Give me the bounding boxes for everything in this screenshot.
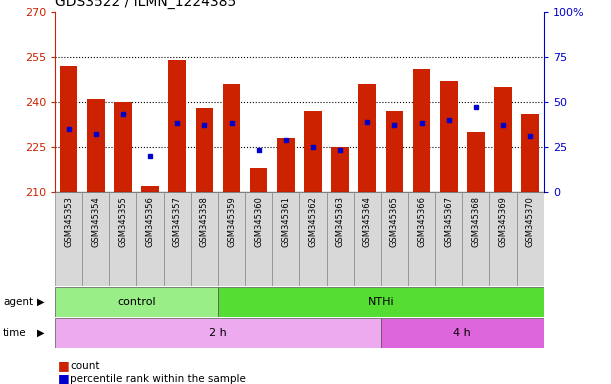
Text: ▶: ▶ <box>37 297 44 307</box>
Text: GSM345365: GSM345365 <box>390 196 399 247</box>
Bar <box>381 192 408 286</box>
Bar <box>245 192 273 286</box>
Text: GSM345368: GSM345368 <box>472 196 480 247</box>
Bar <box>114 102 132 192</box>
Text: GSM345369: GSM345369 <box>499 196 508 247</box>
Bar <box>440 81 458 192</box>
Bar <box>109 192 136 286</box>
Text: agent: agent <box>3 297 33 307</box>
Bar <box>494 87 512 192</box>
Bar <box>331 147 349 192</box>
Text: GSM345361: GSM345361 <box>281 196 290 247</box>
Text: ▶: ▶ <box>37 328 44 338</box>
Text: control: control <box>117 297 156 307</box>
Text: GSM345357: GSM345357 <box>173 196 181 247</box>
Text: GSM345362: GSM345362 <box>309 196 318 247</box>
Bar <box>408 192 435 286</box>
Bar <box>413 69 430 192</box>
Text: percentile rank within the sample: percentile rank within the sample <box>70 374 246 384</box>
Bar <box>55 287 218 317</box>
Bar <box>354 192 381 286</box>
Text: GSM345367: GSM345367 <box>444 196 453 247</box>
Bar <box>381 318 544 348</box>
Text: ■: ■ <box>58 359 70 372</box>
Bar <box>463 192 489 286</box>
Text: NTHi: NTHi <box>368 297 394 307</box>
Bar <box>218 287 544 317</box>
Text: GSM345353: GSM345353 <box>64 196 73 247</box>
Bar <box>136 192 164 286</box>
Bar <box>277 138 295 192</box>
Bar <box>435 192 463 286</box>
Text: time: time <box>3 328 27 338</box>
Bar <box>191 192 218 286</box>
Bar <box>304 111 322 192</box>
Text: GDS3522 / ILMN_1224385: GDS3522 / ILMN_1224385 <box>55 0 236 9</box>
Bar <box>141 186 159 192</box>
Bar <box>273 192 299 286</box>
Text: GSM345358: GSM345358 <box>200 196 209 247</box>
Text: GSM345356: GSM345356 <box>145 196 155 247</box>
Text: 4 h: 4 h <box>453 328 471 338</box>
Bar <box>517 192 544 286</box>
Bar <box>222 84 240 192</box>
Bar <box>386 111 403 192</box>
Text: GSM345355: GSM345355 <box>119 196 127 247</box>
Text: GSM345354: GSM345354 <box>91 196 100 247</box>
Text: GSM345364: GSM345364 <box>363 196 371 247</box>
Bar <box>218 192 245 286</box>
Bar <box>55 318 381 348</box>
Bar <box>326 192 354 286</box>
Bar <box>299 192 326 286</box>
Text: GSM345360: GSM345360 <box>254 196 263 247</box>
Bar <box>467 132 485 192</box>
Bar <box>55 192 82 286</box>
Text: GSM345370: GSM345370 <box>525 196 535 247</box>
Text: ■: ■ <box>58 372 70 384</box>
Bar <box>87 99 104 192</box>
Text: GSM345359: GSM345359 <box>227 196 236 247</box>
Text: count: count <box>70 361 100 371</box>
Bar <box>250 168 268 192</box>
Bar <box>521 114 539 192</box>
Bar <box>489 192 517 286</box>
Text: GSM345366: GSM345366 <box>417 196 426 247</box>
Bar <box>82 192 109 286</box>
Bar <box>164 192 191 286</box>
Bar <box>196 108 213 192</box>
Bar <box>60 66 78 192</box>
Bar <box>359 84 376 192</box>
Bar <box>169 60 186 192</box>
Text: GSM345363: GSM345363 <box>335 196 345 247</box>
Text: 2 h: 2 h <box>209 328 227 338</box>
